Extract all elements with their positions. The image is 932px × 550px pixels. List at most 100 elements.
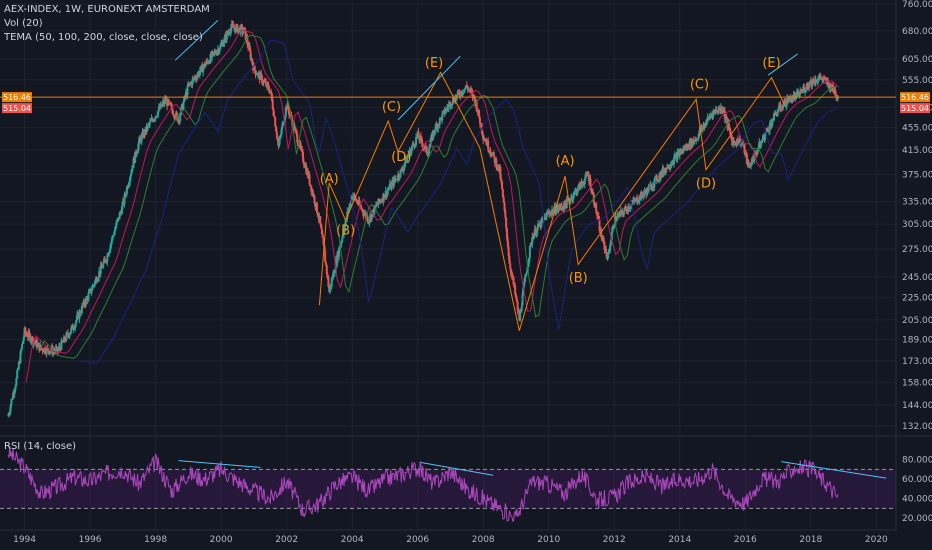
price-badge [900,92,930,103]
candle-body [573,191,576,197]
candle-body [709,115,712,118]
candle-body [704,123,707,128]
candle-body [629,207,632,209]
elliott-wave-label: (B) [336,224,355,239]
candle-body [527,263,530,268]
candle-body [829,83,832,91]
candle-body [130,168,133,174]
candle-body [242,31,245,33]
candle-body [138,137,141,144]
candle-body [319,216,322,224]
candle-body [482,135,485,140]
candle-body [608,250,611,253]
candle-body [173,115,176,118]
candle-body [462,92,465,94]
candle-body [492,152,495,157]
candle-body [338,247,341,257]
candle-body [495,159,498,168]
tema-200-line [80,39,838,365]
rsi-axis-tick-label: 80.0000 [902,456,932,466]
trend-line [174,20,219,61]
candle-body [777,110,780,113]
candle-body [487,140,490,150]
candle-body [525,272,528,275]
candle-body [564,201,567,205]
candle-body [10,399,13,405]
candle-body [761,139,764,141]
candle-body [392,178,395,186]
candle-body [91,285,94,290]
time-axis-tick-label: 2020 [865,535,888,545]
candle-body [338,247,341,249]
candle-body [591,191,594,194]
candle-body [555,212,558,214]
candle-body [526,267,529,273]
candle-body [415,136,418,138]
candle-body [17,362,20,369]
candle-body [454,96,457,103]
candle-body [403,163,406,167]
candle-body [79,311,82,314]
candle-body [356,200,359,203]
candle-body [531,236,534,244]
candle-body [95,278,98,283]
candle-body [709,115,712,117]
candle-body [768,122,771,131]
elliott-wave-line [318,71,786,331]
candle-body [41,348,44,352]
candle-body [803,87,806,93]
candle-body [342,234,345,237]
candle-body [763,134,766,140]
candle-body [248,45,251,51]
candle-body [143,130,146,138]
candle-body [270,91,273,94]
elliott-wave-label: (A) [556,154,575,169]
candle-body [51,346,54,354]
candle-body [341,236,344,242]
rsi-line [7,445,839,522]
candle-body [163,99,166,104]
candle-body [361,209,364,213]
candle-body [504,210,507,218]
candle-body [261,75,264,83]
candle-body [14,385,17,390]
rsi-divergence-line [781,461,887,479]
candle-body [229,27,232,33]
candle-body [822,78,825,80]
candle-body [698,130,701,135]
candle-body [103,259,106,264]
candle-body [331,278,334,280]
candle-body [20,349,23,352]
candle-body [724,117,727,120]
candle-body [516,301,519,311]
candle-body [548,211,551,214]
candle-body [320,228,323,234]
candle-body [600,229,603,238]
elliott-wave-label: (D) [391,150,411,165]
candle-body [237,29,240,33]
candle-body [70,327,73,333]
candle-body [428,143,431,148]
candle-body [776,112,779,116]
candle-body [136,150,139,154]
candle-body [641,191,644,195]
candle-body [232,25,235,28]
candle-body [584,173,587,180]
candle-body [104,259,107,262]
candle-body [73,328,76,330]
candle-body [478,117,481,124]
candle-body [129,176,132,182]
candle-body [140,134,143,142]
candle-body [786,98,789,105]
candle-body [682,149,685,152]
candle-body [262,80,265,83]
price-axis-tick-label: 132.00 [902,422,932,432]
candle-body [276,137,279,141]
candle-body [71,324,74,330]
candle-body [397,174,400,178]
candle-body [558,207,561,210]
candle-body [483,139,486,141]
candle-body [481,131,484,136]
candle-body [125,186,128,194]
